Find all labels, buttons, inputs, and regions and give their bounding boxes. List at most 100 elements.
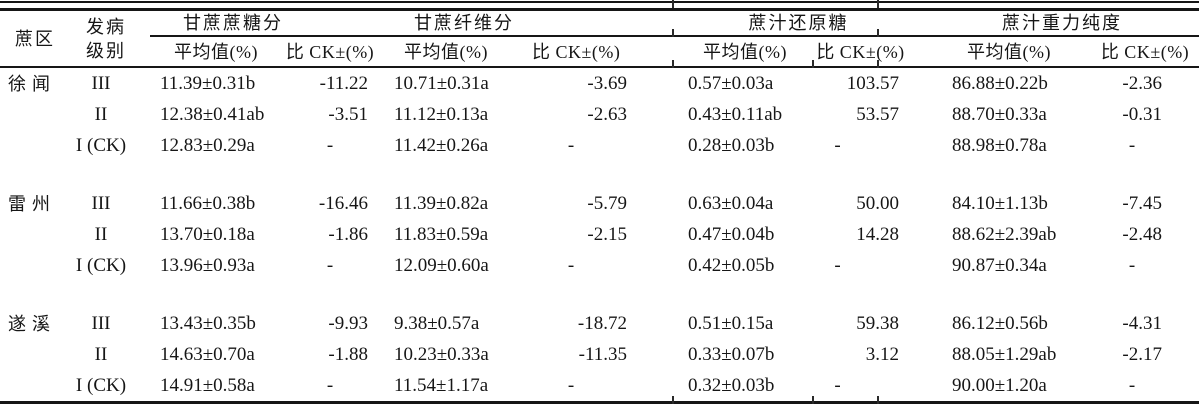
cell-purity-mean: 84.10±1.13b [952, 193, 1048, 214]
subheader-mean-1: 平均值(%) [150, 36, 282, 68]
spacer-cell [0, 281, 1199, 308]
cell-redsugar-mean: 0.43±0.11ab [688, 104, 783, 125]
header-group-sucrose: 甘蔗蔗糖分 [150, 9, 392, 37]
cell-fiber-ck: - [567, 375, 575, 396]
top-thin-rule [0, 1, 1199, 3]
region-cell [0, 219, 62, 250]
cell-sucrose-mean: 14.63±0.70a [160, 344, 255, 365]
cell-sucrose-mean: 11.66±0.38b [160, 193, 256, 214]
cell-sucrose-ck: - [326, 255, 334, 276]
cell-fiber-ck: -3.69 [587, 73, 627, 94]
cell-redsugar-ck: 53.57 [856, 104, 899, 125]
table-row: I (CK) 14.91±0.58a - 11.54±1.17a - 0.32±… [0, 370, 1199, 403]
cell-redsugar-ck: 50.00 [856, 193, 899, 214]
subheader-ck-3: 比 CK±(%) [800, 36, 915, 68]
cell-fiber-mean: 11.12±0.13a [394, 104, 489, 125]
cell-sucrose-ck: -3.51 [328, 104, 368, 125]
table-row: 徐闻 III 11.39±0.31b -11.22 10.71±0.31a -3… [0, 67, 1199, 99]
cell-purity-mean: 86.12±0.56b [952, 313, 1048, 334]
cell-purity-ck: -4.31 [1122, 313, 1162, 334]
table-row: II 12.38±0.41ab -3.51 11.12±0.13a -2.63 … [0, 99, 1199, 130]
cell-purity-ck: -2.17 [1122, 344, 1162, 365]
cell-fiber-ck: - [567, 255, 575, 276]
cell-sucrose-mean: 13.70±0.18a [160, 224, 255, 245]
level-cell: I (CK) [75, 135, 127, 156]
column-separator-tick [672, 0, 674, 8]
group-spacer-row [0, 281, 1199, 308]
cell-fiber-mean: 10.23±0.33a [394, 344, 489, 365]
level-cell: II [94, 224, 108, 245]
column-separator-tick [877, 0, 879, 8]
column-separator-tick [672, 60, 674, 68]
cell-fiber-mean: 11.42±0.26a [394, 135, 489, 156]
level-cell: II [94, 104, 108, 125]
header-group-gravity-purity: 蔗汁重力纯度 [915, 9, 1199, 37]
cell-sucrose-mean: 11.39±0.31b [160, 73, 256, 94]
level-cell: III [91, 313, 111, 334]
column-separator-tick [877, 60, 879, 68]
cell-redsugar-mean: 0.57±0.03a [688, 73, 774, 94]
cell-sucrose-ck: -16.46 [318, 193, 368, 214]
cell-fiber-mean: 11.54±1.17a [394, 375, 489, 396]
cell-fiber-ck: -5.79 [587, 193, 627, 214]
cell-sucrose-ck: - [326, 135, 334, 156]
cell-redsugar-mean: 0.63±0.04a [688, 193, 774, 214]
header-disease-level: 发病 级别 [62, 9, 150, 68]
cell-sucrose-ck: -1.88 [328, 344, 368, 365]
level-cell: I (CK) [75, 375, 127, 396]
subheader-mean-3: 平均值(%) [650, 36, 800, 68]
region-cell [0, 339, 62, 370]
cell-redsugar-ck: 14.28 [856, 224, 899, 245]
cell-purity-mean: 88.70±0.33a [952, 104, 1047, 125]
subheader-ck-1: 比 CK±(%) [282, 36, 392, 68]
cell-purity-mean: 90.87±0.34a [952, 255, 1047, 276]
cell-fiber-ck: -18.72 [577, 313, 627, 334]
level-cell: I (CK) [75, 255, 127, 276]
table-row: I (CK) 12.83±0.29a - 11.42±0.26a - 0.28±… [0, 130, 1199, 161]
cell-redsugar-ck: 103.57 [846, 73, 899, 94]
cell-purity-ck: -2.36 [1122, 73, 1162, 94]
cell-sucrose-mean: 13.43±0.35b [160, 313, 256, 334]
group-spacer-row [0, 161, 1199, 188]
column-separator-tick [812, 60, 814, 68]
header-group-reducing-sugar: 蔗汁还原糖 [650, 9, 915, 37]
cell-purity-mean: 86.88±0.22b [952, 73, 1048, 94]
cell-sucrose-mean: 12.38±0.41ab [160, 104, 265, 125]
cell-redsugar-ck: - [834, 255, 841, 276]
cell-redsugar-mean: 0.33±0.07b [688, 344, 775, 365]
cell-fiber-mean: 9.38±0.57a [394, 313, 480, 334]
cell-redsugar-mean: 0.32±0.03b [688, 375, 775, 396]
cell-purity-mean: 88.98±0.78a [952, 135, 1047, 156]
spacer-cell [0, 161, 1199, 188]
cell-fiber-mean: 11.83±0.59a [394, 224, 489, 245]
data-table: 蔗区 发病 级别 甘蔗蔗糖分 甘蔗纤维分 蔗汁还原糖 蔗汁重力纯度 平均值(%) … [0, 8, 1199, 404]
subheader-mean-4: 平均值(%) [915, 36, 1085, 68]
region-cell: 雷州 [8, 193, 56, 214]
cell-fiber-mean: 11.39±0.82a [394, 193, 489, 214]
table-row: 遂溪 III 13.43±0.35b -9.93 9.38±0.57a -18.… [0, 308, 1199, 339]
cell-sucrose-mean: 14.91±0.58a [160, 375, 255, 396]
region-cell: 徐闻 [8, 73, 56, 94]
column-separator-tick [877, 29, 879, 37]
region-cell [0, 99, 62, 130]
cell-purity-ck: -0.31 [1122, 104, 1162, 125]
subheader-ck-4: 比 CK±(%) [1085, 36, 1199, 68]
cell-sucrose-mean: 13.96±0.93a [160, 255, 255, 276]
cell-sucrose-mean: 12.83±0.29a [160, 135, 255, 156]
table-row: I (CK) 13.96±0.93a - 12.09±0.60a - 0.42±… [0, 250, 1199, 281]
header-group-fiber: 甘蔗纤维分 [392, 9, 650, 37]
cell-redsugar-mean: 0.42±0.05b [688, 255, 775, 276]
cell-sucrose-ck: -1.86 [328, 224, 368, 245]
cell-purity-ck: -2.48 [1122, 224, 1162, 245]
cell-fiber-ck: -11.35 [578, 344, 627, 365]
region-cell [0, 250, 62, 281]
table-row: 雷州 III 11.66±0.38b -16.46 11.39±0.82a -5… [0, 188, 1199, 219]
cell-fiber-ck: - [567, 135, 575, 156]
cell-sucrose-ck: -9.93 [328, 313, 368, 334]
cell-fiber-mean: 10.71±0.31a [394, 73, 489, 94]
subheader-mean-2: 平均值(%) [392, 36, 532, 68]
cell-redsugar-mean: 0.51±0.15a [688, 313, 774, 334]
cell-fiber-ck: -2.63 [587, 104, 627, 125]
header-level-line1: 发病 [86, 16, 126, 37]
